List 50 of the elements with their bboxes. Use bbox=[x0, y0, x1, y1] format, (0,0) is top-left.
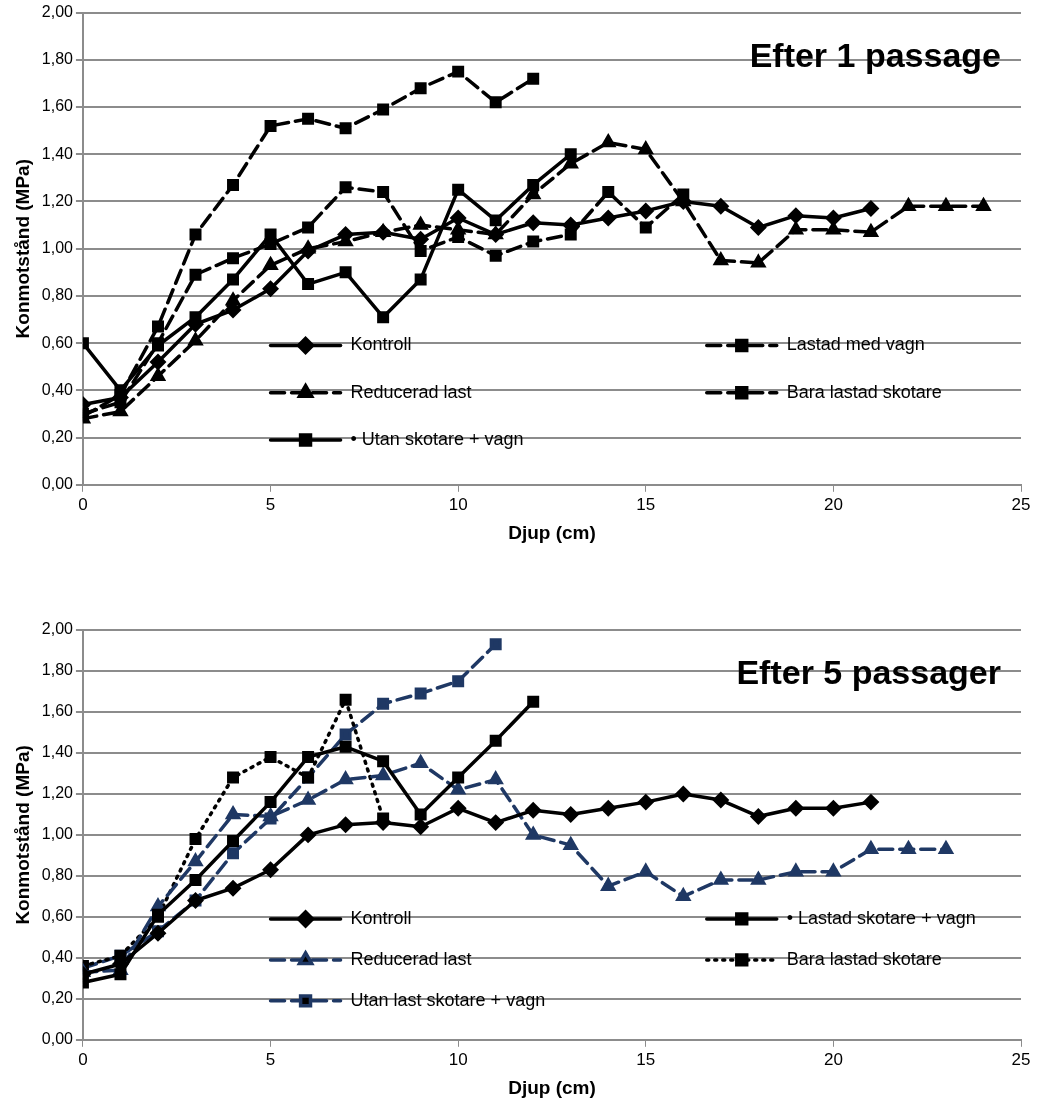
y-tick-label: 0,40 bbox=[41, 948, 74, 966]
x-tick-label: 20 bbox=[823, 1049, 843, 1069]
legend-label: • Lastad skotare + vagn bbox=[786, 907, 976, 928]
x-tick-label: 15 bbox=[636, 1049, 656, 1069]
y-tick-label: 0,00 bbox=[41, 1030, 74, 1048]
y-tick-label: 1,40 bbox=[41, 144, 74, 162]
y-tick-label: 0,00 bbox=[41, 475, 74, 493]
legend-label: Bara lastad skotare bbox=[786, 948, 942, 969]
y-tick-label: 1,20 bbox=[41, 784, 74, 802]
legend-label: Utan last skotare + vagn bbox=[350, 989, 546, 1010]
y-tick-label: 0,60 bbox=[41, 907, 74, 925]
y-axis-title: Konmotstånd (MPa) bbox=[11, 158, 33, 339]
y-tick-label: 1,20 bbox=[41, 191, 74, 209]
y-tick-label: 1,80 bbox=[41, 50, 74, 68]
x-tick-label: 10 bbox=[448, 1049, 468, 1069]
y-tick-label: 0,80 bbox=[41, 866, 74, 884]
x-tick-label: 25 bbox=[1011, 1049, 1031, 1069]
x-axis-title: Djup (cm) bbox=[508, 1076, 596, 1098]
y-tick-label: 0,80 bbox=[41, 286, 74, 304]
y-tick-label: 2,00 bbox=[41, 3, 74, 21]
y-tick-label: 0,20 bbox=[41, 427, 74, 445]
x-tick-label: 20 bbox=[823, 494, 843, 514]
legend-label: Kontroll bbox=[350, 907, 412, 928]
text: Efter 1 passage bbox=[749, 35, 1001, 74]
x-tick-label: 15 bbox=[636, 494, 656, 514]
y-tick-label: 1,80 bbox=[41, 661, 74, 679]
x-tick-label: 0 bbox=[78, 494, 88, 514]
text: Efter 5 passager bbox=[736, 653, 1001, 692]
legend-label: • Utan skotare + vagn bbox=[350, 428, 524, 449]
y-tick-label: 1,00 bbox=[41, 239, 74, 257]
x-tick-label: 5 bbox=[265, 1049, 276, 1069]
legend-label: Bara lastad skotare bbox=[786, 381, 942, 402]
y-tick-label: 1,00 bbox=[41, 825, 74, 843]
y-tick-label: 2,00 bbox=[41, 620, 74, 638]
legend-label: Lastad med vagn bbox=[786, 334, 925, 355]
y-tick-label: 1,40 bbox=[41, 743, 74, 761]
y-tick-label: 0,20 bbox=[41, 989, 74, 1007]
x-tick-label: 25 bbox=[1011, 494, 1031, 514]
x-axis-title: Djup (cm) bbox=[508, 521, 596, 543]
x-tick-label: 0 bbox=[78, 1049, 88, 1069]
y-axis-title: Konmotstånd (MPa) bbox=[11, 745, 33, 925]
legend-label: Kontroll bbox=[350, 334, 412, 355]
y-tick-label: 1,60 bbox=[41, 702, 74, 720]
legend-label: Reducerad last bbox=[350, 381, 472, 402]
x-tick-label: 5 bbox=[265, 494, 276, 514]
legend-label: Reducerad last bbox=[350, 948, 472, 969]
y-tick-label: 1,60 bbox=[41, 97, 74, 115]
y-tick-label: 0,40 bbox=[41, 380, 74, 398]
x-tick-label: 10 bbox=[448, 494, 468, 514]
y-tick-label: 0,60 bbox=[41, 333, 74, 351]
